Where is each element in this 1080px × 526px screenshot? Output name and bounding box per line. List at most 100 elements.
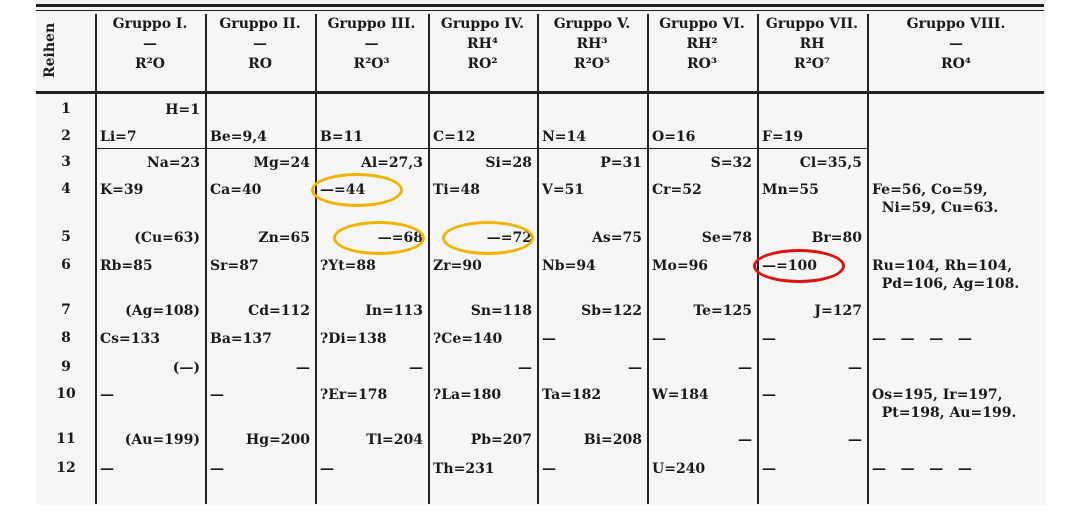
element-cell: — [210, 461, 224, 477]
element-cell: H=1 [165, 102, 200, 118]
column-divider [95, 14, 97, 504]
group-oxide-formula: RO² [467, 56, 498, 72]
row-number: 6 [61, 257, 71, 273]
element-cell: — [738, 360, 752, 376]
group-name: Gruppo VII. [765, 16, 859, 32]
highlight-circle [333, 221, 425, 255]
element-cell: Mg=24 [253, 155, 311, 171]
group-header: Gruppo VII. RH R²O⁷ [757, 14, 867, 90]
group-hydride-formula: RH² [686, 36, 718, 52]
element-cell: (Au=199) [124, 432, 200, 448]
highlight-circle [753, 249, 845, 283]
element-cell: Os=195, Ir=197, Pt=198, Au=199. [872, 387, 1017, 421]
group-hydride-formula: — [253, 36, 267, 52]
element-cell: Fe=56, Co=59, Ni=59, Cu=63. [872, 182, 999, 216]
group-header: Gruppo II. — RO [205, 14, 315, 90]
row-number: 9 [61, 359, 71, 375]
element-cell: — [762, 461, 776, 477]
row-number: 7 [61, 302, 71, 318]
element-cell: Bi=208 [583, 432, 642, 448]
top-rule [36, 4, 1044, 7]
element-cell: — [296, 360, 310, 376]
group-name: Gruppo VIII. [906, 16, 1006, 32]
element-cell: As=75 [592, 230, 642, 246]
element-cell: Al=27,3 [360, 155, 423, 171]
element-cell: Ba=137 [210, 331, 272, 347]
element-cell: — [738, 432, 752, 448]
element-cell: K=39 [100, 182, 144, 198]
element-cell: U=240 [652, 461, 706, 477]
element-cell: (Ag=108) [125, 303, 200, 319]
element-cell: ?Di=138 [320, 331, 387, 347]
group-hydride-formula: RH [799, 36, 825, 52]
group-oxide-formula: R²O [135, 56, 165, 72]
element-cell: Ta=182 [542, 387, 602, 403]
column-divider [315, 14, 317, 504]
element-cell: — [210, 387, 224, 403]
element-cell: — [409, 360, 423, 376]
element-cell: — [848, 432, 862, 448]
row-number: 8 [61, 330, 71, 346]
group-name: Gruppo VI. [659, 16, 745, 32]
group-hydride-formula: — [143, 36, 157, 52]
element-cell: B=11 [320, 129, 364, 145]
group-header: Gruppo I. — R²O [95, 14, 205, 90]
element-cell: — [762, 387, 776, 403]
element-cell: F=19 [762, 129, 804, 145]
element-cell: — [320, 461, 334, 477]
row-number: 1 [61, 101, 71, 117]
element-cell: (—) [172, 360, 200, 376]
element-cell: — [518, 360, 532, 376]
element-cell: Mn=55 [762, 182, 819, 198]
element-cell: N=14 [542, 129, 587, 145]
element-cell: Ru=104, Rh=104, Pd=106, Ag=108. [872, 258, 1020, 292]
element-cell: Sn=118 [470, 303, 532, 319]
group-oxide-formula: RO⁴ [941, 56, 971, 72]
element-cell: Te=125 [693, 303, 752, 319]
element-cell: — [848, 360, 862, 376]
element-cell: Hg=200 [246, 432, 310, 448]
element-cell: — — — — [872, 331, 972, 347]
element-cell: ?Yt=88 [320, 258, 376, 274]
column-divider [537, 14, 539, 504]
group-header: Gruppo VIII. — RO⁴ [867, 14, 1045, 90]
element-cell: ?La=180 [433, 387, 502, 403]
element-cell: ?Ce=140 [433, 331, 503, 347]
element-cell: Th=231 [433, 461, 495, 477]
group-name: Gruppo I. [112, 16, 188, 32]
element-cell: Rb=85 [100, 258, 153, 274]
element-cell: Be=9,4 [210, 129, 267, 145]
top-rule-thin [36, 10, 1044, 11]
column-divider [867, 14, 869, 504]
group-hydride-formula: — [949, 36, 963, 52]
column-divider [647, 14, 649, 504]
group-header: Gruppo III. — R²O³ [315, 14, 428, 90]
element-cell: — [762, 331, 776, 347]
row2-rule [95, 148, 867, 149]
element-cell: Si=28 [485, 155, 532, 171]
element-cell: — — — — [872, 461, 972, 477]
group-hydride-formula: RH⁴ [467, 36, 498, 52]
element-cell: Sb=122 [581, 303, 642, 319]
element-cell: — [542, 461, 556, 477]
group-name: Gruppo IV. [440, 16, 525, 32]
element-cell: Ti=48 [433, 182, 480, 198]
row-number: 5 [61, 229, 71, 245]
group-header: Gruppo IV. RH⁴ RO² [428, 14, 537, 90]
periodic-table: Reihen Gruppo I. — R²O Gruppo II. — RO Gruppo … [36, 0, 1046, 505]
element-cell: Cl=35,5 [799, 155, 862, 171]
element-cell: Ca=40 [210, 182, 262, 198]
element-cell: In=113 [365, 303, 423, 319]
group-oxide-formula: R²O⁷ [793, 56, 831, 72]
element-cell: P=31 [600, 155, 642, 171]
element-cell: — [100, 387, 114, 403]
element-cell: J=127 [814, 303, 862, 319]
element-cell: Cd=112 [248, 303, 310, 319]
row-number: 4 [61, 181, 71, 197]
row-number: 12 [56, 460, 76, 476]
element-cell: Li=7 [100, 129, 137, 145]
highlight-circle [311, 173, 403, 207]
group-oxide-formula: RO³ [687, 56, 717, 72]
row-number: 3 [61, 154, 71, 170]
element-cell: Cr=52 [652, 182, 702, 198]
